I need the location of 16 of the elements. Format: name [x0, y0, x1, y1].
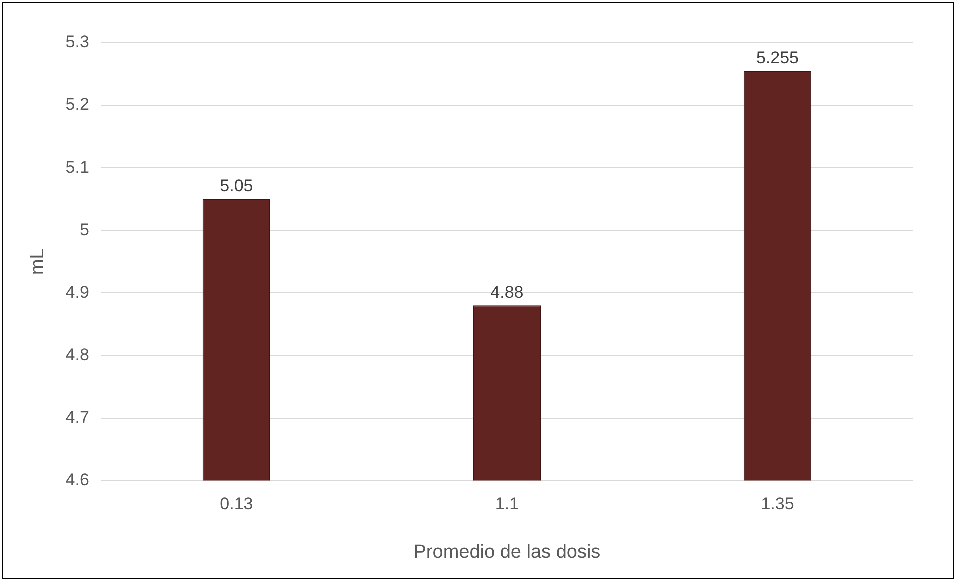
y-tick-label: 5.2 — [66, 95, 90, 114]
y-tick-label: 5.3 — [66, 32, 90, 52]
y-axis-title: mL — [28, 248, 49, 276]
x-tick-label: 1.1 — [495, 494, 520, 514]
y-tick-label: 5 — [80, 220, 90, 240]
y-tick-label: 4.8 — [66, 345, 90, 364]
x-tick-label: 0.13 — [220, 494, 254, 514]
y-tick-label: 4.7 — [66, 408, 90, 427]
data-label: 5.255 — [756, 48, 800, 68]
y-tick-label: 4.9 — [66, 282, 90, 302]
y-tick-label: 4.6 — [66, 470, 90, 490]
x-axis-title: Promedio de las dosis — [414, 542, 601, 563]
data-label: 4.88 — [490, 282, 524, 302]
x-tick-label: 1.35 — [761, 494, 794, 514]
data-label: 5.05 — [220, 176, 254, 196]
y-tick-label: 5.1 — [66, 158, 90, 177]
